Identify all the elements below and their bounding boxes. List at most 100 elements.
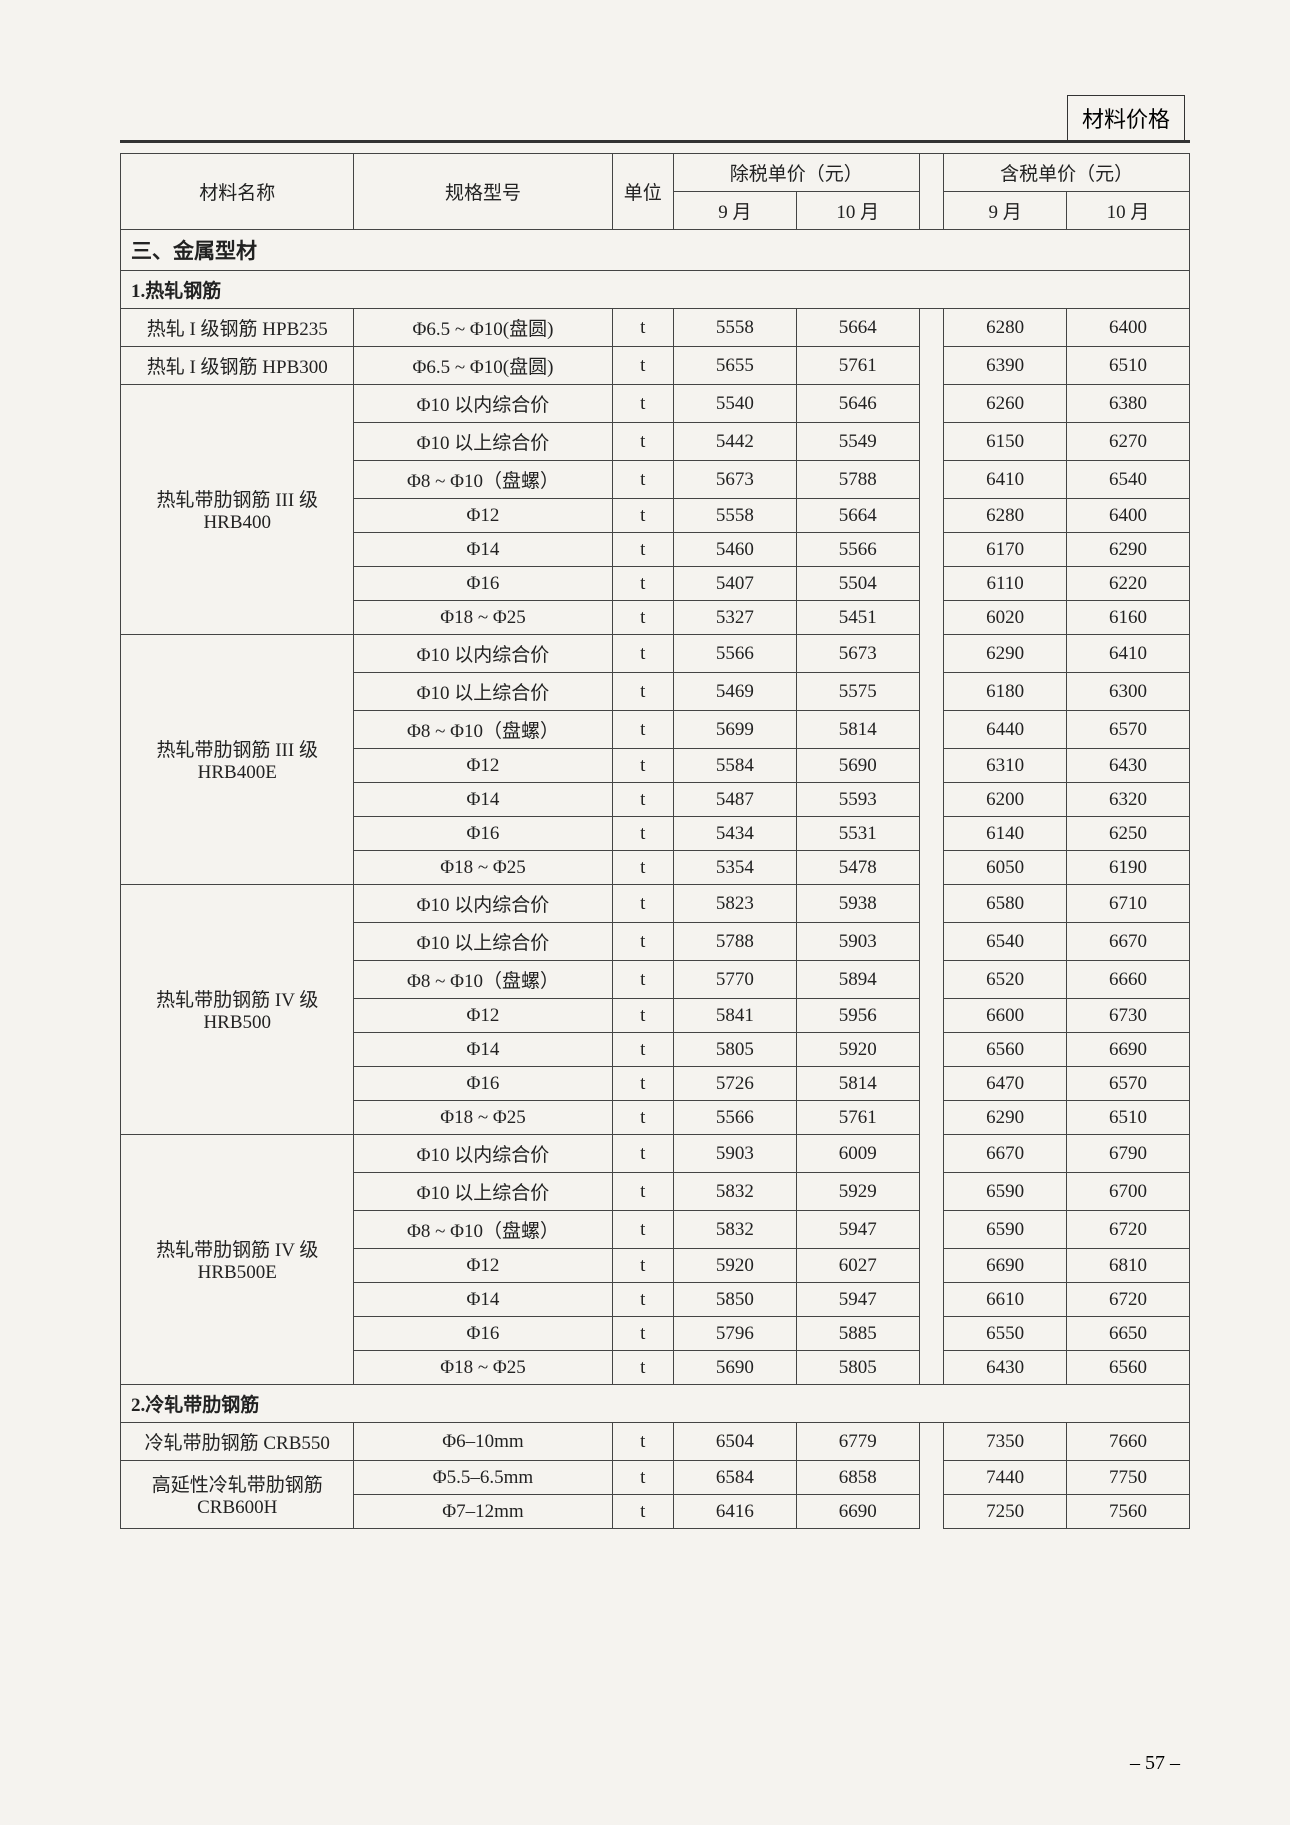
document-page: 材料价格 材料名称 规格型号 单位 除税单价（元） 含税单价（元） 9 月 10… (0, 0, 1290, 1825)
spec-cell: Φ14 (354, 533, 612, 567)
unit-cell: t (612, 1033, 673, 1067)
price-cell: 6290 (944, 635, 1067, 673)
price-cell: 6020 (944, 601, 1067, 635)
price-cell: 5673 (796, 635, 919, 673)
price-cell: 6400 (1067, 499, 1190, 533)
price-cell: 5885 (796, 1317, 919, 1351)
unit-cell: t (612, 1101, 673, 1135)
price-cell: 6540 (944, 923, 1067, 961)
price-cell: 5920 (673, 1249, 796, 1283)
price-cell: 5832 (673, 1173, 796, 1211)
subsection-title-row: 1.热轧钢筋 (121, 271, 1190, 309)
gap (919, 461, 944, 499)
spec-cell: Φ8 ~ Φ10（盘螺） (354, 711, 612, 749)
price-cell: 6430 (1067, 749, 1190, 783)
price-cell: 6858 (796, 1461, 919, 1495)
unit-cell: t (612, 461, 673, 499)
spec-cell: Φ16 (354, 1067, 612, 1101)
unit-cell: t (612, 783, 673, 817)
price-cell: 5655 (673, 347, 796, 385)
spec-cell: Φ18 ~ Φ25 (354, 601, 612, 635)
material-name-cell: 高延性冷轧带肋钢筋 CRB600H (121, 1461, 354, 1529)
price-cell: 6027 (796, 1249, 919, 1283)
spec-cell: Φ12 (354, 1249, 612, 1283)
price-cell: 6180 (944, 673, 1067, 711)
price-cell: 5956 (796, 999, 919, 1033)
gap (919, 1461, 944, 1495)
price-cell: 6650 (1067, 1317, 1190, 1351)
price-cell: 5841 (673, 999, 796, 1033)
price-cell: 5504 (796, 567, 919, 601)
gap (919, 385, 944, 423)
price-cell: 6140 (944, 817, 1067, 851)
unit-cell: t (612, 1317, 673, 1351)
th-m10i: 10 月 (1067, 192, 1190, 230)
th-name: 材料名称 (121, 154, 354, 230)
spec-cell: Φ6.5 ~ Φ10(盘圆) (354, 347, 612, 385)
spec-cell: Φ16 (354, 567, 612, 601)
material-name-cell: 热轧带肋钢筋 III 级 HRB400 (121, 385, 354, 635)
table-body: 三、金属型材1.热轧钢筋热轧 I 级钢筋 HPB235Φ6.5 ~ Φ10(盘圆… (121, 230, 1190, 1529)
price-cell: 7440 (944, 1461, 1067, 1495)
table-row: 冷轧带肋钢筋 CRB550Φ6–10mmt6504677973507660 (121, 1423, 1190, 1461)
price-cell: 6570 (1067, 711, 1190, 749)
gap (919, 1423, 944, 1461)
price-cell: 5788 (673, 923, 796, 961)
spec-cell: Φ12 (354, 499, 612, 533)
unit-cell: t (612, 385, 673, 423)
price-cell: 6560 (944, 1033, 1067, 1067)
spec-cell: Φ14 (354, 1283, 612, 1317)
unit-cell: t (612, 533, 673, 567)
price-cell: 6670 (1067, 923, 1190, 961)
gap (919, 885, 944, 923)
th-unit: 单位 (612, 154, 673, 230)
table-header: 材料名称 规格型号 单位 除税单价（元） 含税单价（元） 9 月 10 月 9 … (121, 154, 1190, 230)
price-cell: 5903 (796, 923, 919, 961)
gap (919, 1211, 944, 1249)
price-cell: 5407 (673, 567, 796, 601)
price-cell: 5593 (796, 783, 919, 817)
price-cell: 6440 (944, 711, 1067, 749)
price-cell: 5531 (796, 817, 919, 851)
material-name-cell: 热轧 I 级钢筋 HPB235 (121, 309, 354, 347)
price-cell: 6720 (1067, 1211, 1190, 1249)
price-cell: 6690 (944, 1249, 1067, 1283)
unit-cell: t (612, 1283, 673, 1317)
unit-cell: t (612, 601, 673, 635)
spec-cell: Φ6–10mm (354, 1423, 612, 1461)
gap (919, 923, 944, 961)
unit-cell: t (612, 711, 673, 749)
gap (919, 635, 944, 673)
price-cell: 6550 (944, 1317, 1067, 1351)
th-m10e: 10 月 (796, 192, 919, 230)
section-title-cell: 三、金属型材 (121, 230, 1190, 271)
price-cell: 6584 (673, 1461, 796, 1495)
price-cell: 5327 (673, 601, 796, 635)
price-cell: 6300 (1067, 673, 1190, 711)
spec-cell: Φ10 以上综合价 (354, 923, 612, 961)
unit-cell: t (612, 1495, 673, 1529)
spec-cell: Φ10 以上综合价 (354, 423, 612, 461)
price-cell: 6400 (1067, 309, 1190, 347)
price-cell: 6790 (1067, 1135, 1190, 1173)
gap (919, 347, 944, 385)
price-cell: 5566 (796, 533, 919, 567)
price-table: 材料名称 规格型号 单位 除税单价（元） 含税单价（元） 9 月 10 月 9 … (120, 153, 1190, 1529)
price-cell: 6590 (944, 1173, 1067, 1211)
price-cell: 6570 (1067, 1067, 1190, 1101)
price-cell: 6290 (1067, 533, 1190, 567)
price-cell: 7560 (1067, 1495, 1190, 1529)
page-number: – 57 – (1130, 1752, 1180, 1775)
unit-cell: t (612, 1211, 673, 1249)
price-cell: 6560 (1067, 1351, 1190, 1385)
th-m9e: 9 月 (673, 192, 796, 230)
gap (919, 1135, 944, 1173)
table-row: 热轧带肋钢筋 IV 级 HRB500Φ10 以内综合价t582359386580… (121, 885, 1190, 923)
spec-cell: Φ18 ~ Φ25 (354, 1351, 612, 1385)
price-cell: 5788 (796, 461, 919, 499)
unit-cell: t (612, 1173, 673, 1211)
price-cell: 5850 (673, 1283, 796, 1317)
price-cell: 6600 (944, 999, 1067, 1033)
spec-cell: Φ16 (354, 817, 612, 851)
price-cell: 5434 (673, 817, 796, 851)
